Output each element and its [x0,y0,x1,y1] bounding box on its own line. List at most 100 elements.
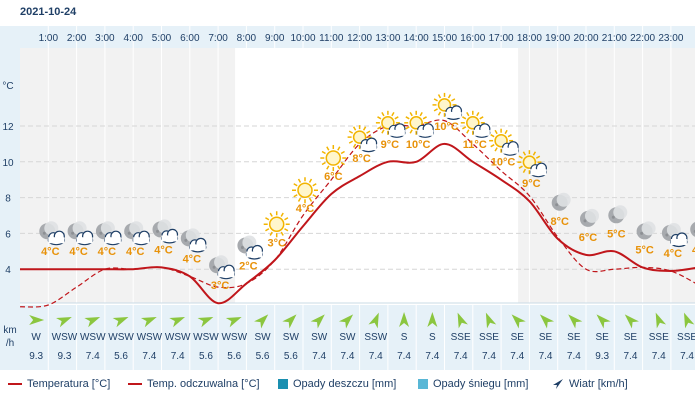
wind-arrow-icon [169,316,186,328]
sun-ray [518,165,523,169]
wind-arrow-shape [427,312,438,327]
y-axis-unit: °C [2,81,13,92]
partly-cloudy-day-icon [347,125,378,153]
wind-speed-label: 7.4 [369,351,383,362]
sun-ray [507,134,512,138]
hour-label: 20:00 [573,33,598,44]
temperature-label: 2°C [239,261,258,273]
wind-arrow-icon [225,316,242,328]
sun-ray [312,194,317,198]
temperature-label: 9°C [381,139,400,151]
moon-crater [42,231,46,235]
y-tick-label: 6 [5,229,11,240]
sun-ray [518,155,523,159]
cloud-shape [161,235,178,242]
wind-direction-label: SSE [451,332,471,343]
sun-ray [462,116,467,120]
sun-ray [391,112,395,117]
legend-label: Wiatr [km/h] [569,378,628,390]
wind-speed-label: 5.6 [114,351,128,362]
wind-arrow-shape [84,316,101,328]
hour-label: 3:00 [95,33,115,44]
sun-icon [320,145,347,172]
sun-ray [405,116,410,120]
moon-crater [99,231,103,235]
sun-ray [437,94,442,99]
wind-speed-label: 7.4 [454,351,468,362]
hour-label: 2:00 [67,33,87,44]
wind-direction-label: S [401,332,408,343]
wind-speed-label: 5.6 [227,351,241,362]
moon-shape [585,208,599,223]
sun-ray [348,140,354,144]
legend-item[interactable]: Opady deszczu [mm] [278,378,396,390]
wind-arrow-shape [511,314,526,329]
legend-item[interactable]: Temperatura [°C] [8,378,110,390]
moon-crater [184,238,188,242]
sun-ray [377,116,382,120]
moon-shape [641,221,656,236]
partly-cloudy-night-icon [124,221,150,246]
sun-ray [308,178,313,183]
wind-direction-label: WSW [137,332,163,343]
wind-direction-label: SE [567,332,581,343]
moon-shape [100,221,115,236]
wind-arrow-icon [539,314,555,329]
wind-speed-label: 5.6 [284,351,298,362]
hour-label: 22:00 [630,33,655,44]
sun-ray [522,168,527,173]
legend-box-symbol [278,379,288,389]
hour-label: 1:00 [39,33,59,44]
sun-ray [321,161,326,166]
wind-speed-label: 7.4 [86,351,100,362]
hour-label: 10:00 [290,33,315,44]
legend-item[interactable]: Temp. odczuwalna [°C] [128,378,260,390]
wind-speed-label: 7.4 [340,351,354,362]
sun-ray [284,228,289,232]
wind-arrow-icon [368,312,379,329]
wind-arrow-shape [140,316,157,328]
sun-ray [504,129,508,135]
temperature-label: 4°C [69,246,88,258]
sun-ray [466,112,470,117]
wind-arrow-shape [225,316,242,328]
legend-item[interactable]: Opady śniegu [mm] [418,378,528,390]
y-tick-label: 12 [2,122,14,133]
partly-cloudy-night-icon [152,219,179,244]
wind-arrow-icon [624,314,639,329]
sun-ray [352,126,357,131]
wind-arrow-icon [140,316,157,328]
y-axis-panel [0,26,20,370]
wind-arrow-shape [368,312,379,329]
temperature-label: 4°C [296,203,315,215]
sun-shape [297,182,313,198]
moon-crater [127,231,131,235]
wind-arrow-icon [568,314,583,329]
sun-ray [405,126,410,130]
chart-legend: Temperatura [°C] Temp. odczuwalna [°C] Opa… [0,372,695,396]
legend-item[interactable]: Wiatr [km/h] [552,378,628,390]
temperature-label: 8°C [550,216,569,228]
sun-ray [466,129,470,134]
hour-label: 17:00 [489,33,514,44]
moon-crater [665,233,669,237]
sun-ray [535,155,541,159]
sun-ray [422,116,427,120]
sun-shape [268,216,285,232]
hour-label: 5:00 [152,33,172,44]
hour-label: 6:00 [180,33,200,44]
hour-label: 9:00 [265,33,285,44]
partly-cloudy-night-icon [209,255,235,280]
partly-cloudy-day-icon [489,128,519,156]
wind-arrow-shape [399,312,410,327]
moon-crater [71,231,75,235]
sun-ray [297,197,302,202]
wind-arrow-icon [553,379,563,389]
moon-shape [157,219,172,234]
moon-crater [583,219,587,223]
cloud-shape [445,111,462,118]
sun-ray [451,98,456,102]
sun-ray [265,217,270,221]
wind-unit-label: /h [6,338,14,349]
sun-ray [269,231,273,236]
